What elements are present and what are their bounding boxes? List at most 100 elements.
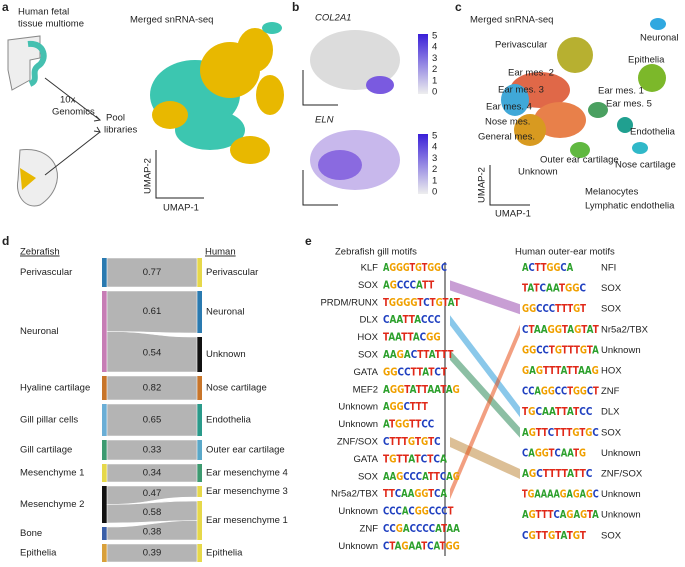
- cluster-label: Outer ear cartilage: [540, 155, 619, 166]
- cluster-label: Nose cartilage: [615, 160, 676, 171]
- score: 0.34: [143, 468, 162, 479]
- motif-family: ZNF: [601, 386, 620, 397]
- motif-sequence: ATGGTTCC: [383, 418, 434, 431]
- motif-sequence: CAGGTCAATG: [522, 446, 586, 459]
- colorbar-tick: 1: [432, 175, 437, 186]
- colorbar-tick: 3: [432, 153, 437, 164]
- cluster-label: Mesenchyme 1: [20, 468, 84, 479]
- cluster-label: Gill cartilage: [20, 445, 72, 456]
- colorbar-tick: 5: [432, 131, 437, 142]
- motif-sequence: CTAGAATCATGG: [383, 539, 460, 552]
- motif-sequence: GGCCTTATCT: [383, 365, 447, 378]
- motif-sequence: AGCCCATT: [383, 278, 435, 291]
- motif-link: [450, 437, 520, 479]
- motif-sequence: CTAAGGTAGTAT: [522, 323, 599, 336]
- motif-sequence: CTTTGTGTC: [383, 435, 441, 448]
- cluster-label: Endothelia: [206, 415, 252, 426]
- cluster-bar: [102, 258, 107, 287]
- header: Human outer-ear motifs: [515, 247, 615, 258]
- cluster-label: Ear mes. 5: [606, 99, 652, 110]
- cluster-label: Mesenchyme 2: [20, 499, 84, 510]
- score: 0.33: [143, 445, 162, 456]
- motif-family: GATA: [354, 454, 379, 465]
- similarity-band: [106, 290, 198, 334]
- colorbar-tick: 4: [432, 42, 437, 53]
- label: Genomics: [52, 107, 95, 118]
- cluster-label: Ear mes. 4: [486, 102, 532, 113]
- motif-family: SOX: [358, 471, 379, 482]
- motif-sequence: CCCACGGCCCT: [383, 505, 454, 518]
- cluster-bar: [197, 404, 202, 436]
- label: tissue multiome: [18, 19, 84, 30]
- motif-sequence: CGTTGTATGT: [522, 529, 586, 542]
- cluster-bar: [197, 544, 202, 562]
- motif-family: Unknown: [338, 419, 378, 430]
- motif-sequence: AAGACTTATTT: [383, 348, 454, 361]
- gene-name: ELN: [315, 115, 334, 126]
- label: Merged snRNA-seq: [470, 15, 553, 26]
- motif-sequence: TGTTATCTCA: [383, 452, 447, 465]
- cluster-label: Gill pillar cells: [20, 415, 78, 426]
- score: 0.39: [143, 548, 162, 559]
- cluster-label: Bone: [20, 528, 42, 539]
- similarity-band: [106, 543, 198, 563]
- header: Zebrafish gill motifs: [335, 247, 417, 258]
- umap-c: [501, 18, 666, 158]
- cluster-bar: [197, 486, 202, 497]
- header: Zebrafish: [20, 247, 60, 258]
- motif-link: [450, 280, 520, 315]
- similarity-band: [106, 520, 198, 541]
- cluster-label: Nose mes.: [485, 117, 530, 128]
- cluster-label: Ear mesenchyme 1: [206, 515, 288, 526]
- motif-sequence: TGCAATTATCC: [522, 405, 592, 418]
- face-illustration: [16, 149, 58, 207]
- label: Human fetal: [18, 7, 69, 18]
- score: 0.54: [143, 348, 162, 359]
- header: Human: [205, 247, 236, 258]
- motif-sequence: TGGGGTCTGTAT: [383, 296, 460, 309]
- label: Merged snRNA-seq: [130, 15, 213, 26]
- motif-family: Unknown: [601, 489, 641, 500]
- cluster-bar: [197, 291, 202, 333]
- cluster-label: Epithelia: [20, 548, 57, 559]
- cluster-label: Ear mes. 1: [598, 86, 644, 97]
- cluster-bar: [197, 376, 202, 400]
- motif-family: Unknown: [601, 510, 641, 521]
- label: Pool: [106, 113, 125, 124]
- similarity-band: [106, 485, 198, 505]
- motif-family: Nr5a2/TBX: [601, 324, 649, 335]
- axis-label: UMAP-1: [495, 209, 531, 220]
- score: 0.77: [143, 267, 162, 278]
- cluster-bar: [197, 258, 202, 287]
- cluster-label: Ear mesenchyme 4: [206, 468, 288, 479]
- motif-sequence: CAATTACCC: [383, 313, 441, 326]
- motif-family: PRDM/RUNX: [320, 297, 378, 308]
- cluster-label: Ear mes. 3: [498, 85, 544, 96]
- motif-sequence: ACTTGGCA: [522, 261, 574, 274]
- panel-letter: c: [455, 0, 462, 14]
- motif-sequence: GGCCCTTTGT: [522, 302, 586, 315]
- similarity-band: [106, 439, 198, 461]
- gene-name: COL2A1: [315, 13, 351, 24]
- colorbar-tick: 3: [432, 53, 437, 64]
- motif-family: Unknown: [338, 541, 378, 552]
- motif-sequence: GGCCTGTTTGTA: [522, 343, 599, 356]
- motif-sequence: AGTTCTTTGTGC: [522, 426, 599, 439]
- panel-letter: d: [2, 234, 9, 248]
- motif-family: MEF2: [353, 384, 378, 395]
- motif-family: Unknown: [601, 448, 641, 459]
- motif-family: SOX: [601, 427, 622, 438]
- motif-family: ZNF/SOX: [337, 437, 379, 448]
- similarity-band: [106, 257, 198, 288]
- axis-label: UMAP-2: [477, 167, 488, 203]
- motif-family: NFI: [601, 263, 616, 274]
- motif-family: Unknown: [601, 345, 641, 356]
- ear-illustration: [7, 35, 47, 91]
- motif-sequence: TAATTACGG: [383, 331, 441, 344]
- motif-sequence: AGTTTCAGAGTA: [522, 508, 599, 521]
- cluster-bar: [102, 291, 107, 372]
- motif-family: SOX: [358, 350, 379, 361]
- cluster-label: Epithelia: [206, 548, 243, 559]
- cluster-bar: [102, 486, 107, 523]
- cluster-label: General mes.: [478, 132, 535, 143]
